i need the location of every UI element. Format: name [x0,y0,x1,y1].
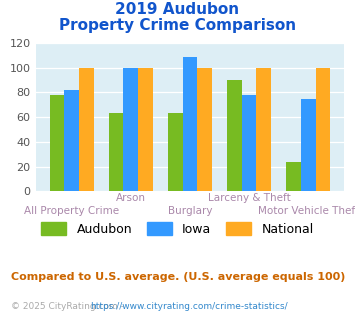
Text: Larceny & Theft: Larceny & Theft [208,193,290,203]
Bar [301,99,316,191]
Bar [124,68,138,191]
Bar [138,68,153,191]
Bar [256,68,271,191]
Text: https://www.cityrating.com/crime-statistics/: https://www.cityrating.com/crime-statist… [91,302,288,311]
Bar [168,114,182,191]
Bar [79,68,94,191]
Text: 2019 Audubon: 2019 Audubon [115,2,240,16]
Bar [64,90,79,191]
Bar [197,68,212,191]
Legend: Audubon, Iowa, National: Audubon, Iowa, National [37,217,318,241]
Text: Motor Vehicle Theft: Motor Vehicle Theft [258,206,355,216]
Text: Burglary: Burglary [168,206,212,216]
Text: All Property Crime: All Property Crime [24,206,119,216]
Bar [286,162,301,191]
Text: Compared to U.S. average. (U.S. average equals 100): Compared to U.S. average. (U.S. average … [11,272,345,282]
Bar [316,68,330,191]
Text: © 2025 CityRating.com -: © 2025 CityRating.com - [11,302,126,311]
Text: Arson: Arson [116,193,146,203]
Text: Property Crime Comparison: Property Crime Comparison [59,18,296,33]
Bar [242,95,256,191]
Bar [50,95,64,191]
Bar [182,56,197,191]
Bar [109,114,124,191]
Bar [227,80,242,191]
